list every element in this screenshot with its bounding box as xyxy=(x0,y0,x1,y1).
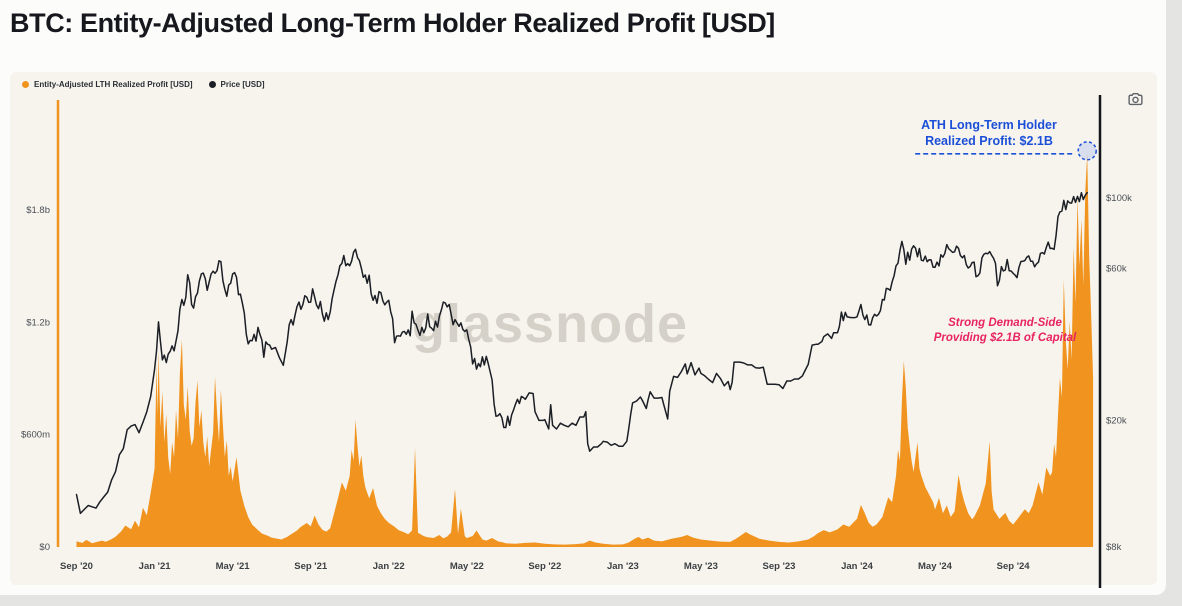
profit-series-dot-icon xyxy=(22,81,29,88)
ath-annotation-line2: Realized Profit: $2.1B xyxy=(925,133,1053,148)
camera-export-button[interactable] xyxy=(1127,91,1147,111)
demand-annotation-line1: Strong Demand-Side xyxy=(948,317,1062,329)
legend-item-price[interactable]: Price [USD] xyxy=(208,80,265,89)
legend: Entity-Adjusted LTH Realized Profit [USD… xyxy=(22,80,265,89)
legend-item-lth-profit[interactable]: Entity-Adjusted LTH Realized Profit [USD… xyxy=(22,80,193,89)
legend-label-price: Price [USD] xyxy=(220,80,265,89)
price-series-dot-icon xyxy=(208,81,216,88)
page-title: BTC: Entity-Adjusted Long-Term Holder Re… xyxy=(10,8,775,38)
demand-annotation: Strong Demand-Side Providing $2.1B of Ca… xyxy=(920,316,1090,346)
ath-annotation: ATH Long-Term Holder Realized Profit: $2… xyxy=(898,118,1080,149)
camera-icon xyxy=(1128,92,1143,106)
legend-label-profit: Entity-Adjusted LTH Realized Profit [USD… xyxy=(34,80,193,89)
demand-annotation-line2: Providing $2.1B of Capital xyxy=(933,331,1077,344)
content-card: BTC: Entity-Adjusted Long-Term Holder Re… xyxy=(0,0,1166,595)
ath-annotation-line1: ATH Long-Term Holder xyxy=(921,118,1057,132)
